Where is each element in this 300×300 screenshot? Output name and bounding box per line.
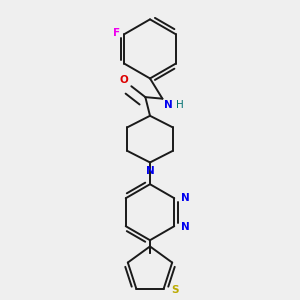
Text: S: S: [172, 285, 179, 295]
Text: F: F: [112, 28, 120, 38]
Text: N: N: [181, 222, 190, 232]
Text: O: O: [119, 75, 128, 85]
Text: H: H: [176, 100, 183, 110]
Text: N: N: [181, 193, 190, 202]
Text: N: N: [164, 100, 173, 110]
Text: N: N: [146, 166, 154, 176]
